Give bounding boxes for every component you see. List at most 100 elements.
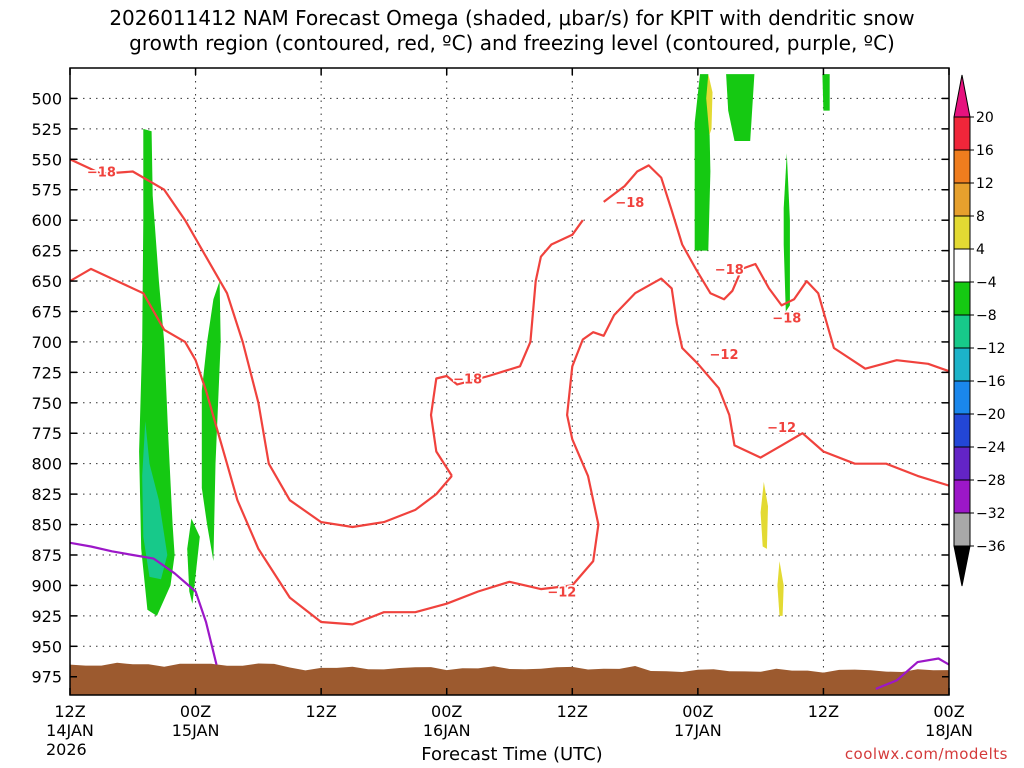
isotherm-minus-18-east bbox=[603, 164, 949, 373]
y-tick-label: 550 bbox=[31, 150, 62, 169]
x-tick-date-label: 15JAN bbox=[172, 721, 220, 740]
x-tick-label: 12Z bbox=[557, 702, 588, 721]
contour-label: −18 bbox=[715, 263, 744, 278]
colorbar-segment bbox=[953, 215, 971, 250]
x-tick-label: 00Z bbox=[933, 702, 964, 721]
y-tick-label: 650 bbox=[31, 272, 62, 291]
y-axis: 500 525 550 575 600 625 650 675 700 725 750 775 800 8… bbox=[31, 89, 949, 687]
colorbar-segment bbox=[953, 380, 971, 415]
y-tick-label: 725 bbox=[31, 363, 62, 382]
y-tick-label: 700 bbox=[31, 333, 62, 352]
omega-region-yellow-3 bbox=[777, 561, 784, 616]
y-tick-label: 975 bbox=[31, 668, 62, 687]
colorbar-segment bbox=[953, 182, 971, 217]
colorbar-label: −16 bbox=[976, 374, 1006, 390]
colorbar-segment bbox=[953, 413, 971, 448]
colorbar-label: −32 bbox=[976, 506, 1006, 522]
y-tick-label: 775 bbox=[31, 424, 62, 443]
contour-label: −18 bbox=[453, 372, 482, 387]
colorbar-label: −4 bbox=[976, 275, 997, 291]
x-tick-label: 00Z bbox=[180, 702, 211, 721]
x-tick-label: 12Z bbox=[305, 702, 336, 721]
colorbar-bottom-arrow bbox=[953, 545, 971, 587]
y-tick-label: 600 bbox=[31, 211, 62, 230]
x-tick-label: 12Z bbox=[808, 702, 839, 721]
contour-label: −12 bbox=[710, 348, 739, 363]
y-tick-label: 925 bbox=[31, 607, 62, 626]
colorbar-label: 4 bbox=[976, 242, 985, 258]
omega-region-green-2 bbox=[187, 518, 200, 604]
colorbar-segment bbox=[953, 314, 971, 349]
colorbar-label: 8 bbox=[976, 209, 985, 225]
omega-region-green-5 bbox=[726, 74, 755, 141]
x-tick-label: 00Z bbox=[682, 702, 713, 721]
colorbar-segment bbox=[953, 446, 971, 481]
colorbar-label: −36 bbox=[976, 539, 1006, 555]
freezing-level-west bbox=[70, 541, 218, 665]
y-tick-label: 500 bbox=[31, 89, 62, 108]
credit-link[interactable]: coolwx.com/modelts bbox=[844, 745, 1008, 763]
y-tick-label: 675 bbox=[31, 302, 62, 321]
colorbar-segment bbox=[953, 479, 971, 514]
colorbar: 20 16 12 8 4 −4 −8 −12 −16 −20 −24 −28 −32 −36 bbox=[953, 74, 1006, 587]
colorbar-label: 12 bbox=[976, 176, 994, 192]
y-tick-label: 575 bbox=[31, 181, 62, 200]
x-tick-label: 12Z bbox=[54, 702, 85, 721]
omega-region-yellow-1 bbox=[706, 74, 713, 135]
colorbar-segment bbox=[953, 512, 971, 547]
colorbar-label: −28 bbox=[976, 473, 1006, 489]
contour-label: −12 bbox=[547, 586, 576, 601]
contour-labels: −18 −18 −18 −18 −18 −12 −12 −12 bbox=[85, 164, 802, 602]
y-tick-label: 950 bbox=[31, 637, 62, 656]
x-tick-date-label: 18JAN bbox=[925, 721, 973, 740]
colorbar-segment bbox=[953, 347, 971, 382]
chart-title-line1: 2026011412 NAM Forecast Omega (shaded, μ… bbox=[109, 6, 915, 30]
colorbar-label: −20 bbox=[976, 407, 1006, 423]
isotherm-minus-18-mid bbox=[429, 219, 584, 477]
x-tick-date-label: 14JAN bbox=[46, 721, 94, 740]
colorbar-label: 16 bbox=[976, 143, 994, 159]
y-tick-label: 850 bbox=[31, 516, 62, 535]
x-axis-title: Forecast Time (UTC) bbox=[421, 744, 603, 765]
terrain-fill bbox=[70, 662, 949, 695]
y-tick-label: 900 bbox=[31, 576, 62, 595]
y-tick-label: 525 bbox=[31, 120, 62, 139]
colorbar-label: −8 bbox=[976, 308, 997, 324]
colorbar-label: −24 bbox=[976, 440, 1006, 456]
freezing-level-contours bbox=[70, 541, 949, 690]
contour-label: −18 bbox=[772, 312, 801, 327]
x-tick-label: 00Z bbox=[431, 702, 462, 721]
freezing-level-east bbox=[875, 657, 949, 690]
omega-region-teal-1 bbox=[142, 421, 168, 580]
x-axis-year: 2026 bbox=[46, 740, 87, 759]
omega-region-green-6 bbox=[783, 153, 790, 312]
x-tick-date-label: 16JAN bbox=[423, 721, 471, 740]
colorbar-label: 20 bbox=[976, 110, 994, 126]
y-tick-label: 875 bbox=[31, 546, 62, 565]
colorbar-segment bbox=[953, 281, 971, 316]
omega-region-yellow-2 bbox=[760, 481, 768, 549]
plot-frame bbox=[69, 67, 950, 696]
colorbar-segment bbox=[953, 149, 971, 184]
terrain bbox=[70, 662, 949, 695]
isotherm-contours bbox=[70, 158, 949, 626]
omega-region-green-4 bbox=[694, 74, 711, 251]
omega-region-green-3 bbox=[201, 281, 221, 562]
y-tick-label: 750 bbox=[31, 394, 62, 413]
isotherm-minus-18-west bbox=[70, 158, 453, 529]
colorbar-segment bbox=[953, 116, 971, 151]
omega-region-green-7 bbox=[822, 74, 830, 111]
isotherm-minus-12-west bbox=[70, 267, 949, 626]
y-tick-label: 800 bbox=[31, 455, 62, 474]
contour-label: −18 bbox=[87, 165, 116, 180]
colorbar-top-arrow bbox=[953, 74, 971, 118]
chart-title-line2: growth region (contoured, red, ºC) and f… bbox=[129, 31, 895, 55]
y-tick-label: 825 bbox=[31, 485, 62, 504]
colorbar-segment bbox=[953, 248, 971, 283]
colorbar-label: −12 bbox=[976, 341, 1006, 357]
contour-label: −12 bbox=[767, 421, 796, 436]
y-tick-label: 625 bbox=[31, 242, 62, 261]
contour-label: −18 bbox=[615, 196, 644, 211]
